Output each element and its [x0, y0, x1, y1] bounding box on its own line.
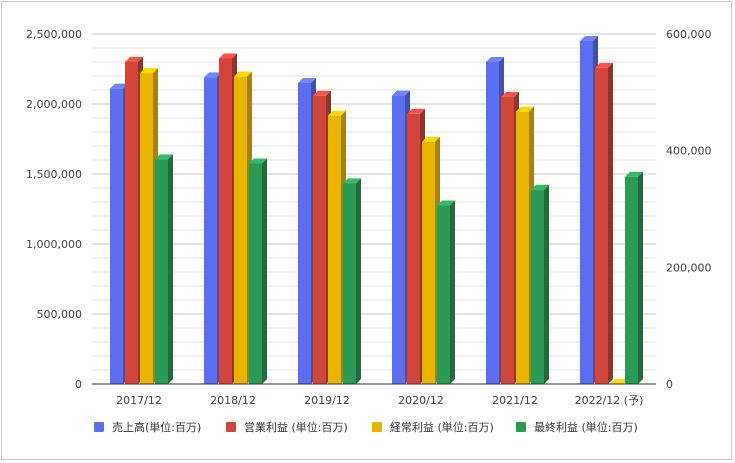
bar: [155, 159, 168, 384]
y-right-tick-label: 600,000: [666, 28, 712, 41]
legend-swatch: [516, 422, 526, 432]
bar-side: [608, 62, 613, 384]
bar-side: [638, 171, 643, 384]
bar-top: [204, 72, 222, 78]
bar-side: [356, 178, 361, 384]
bar-top: [516, 106, 534, 112]
legend-label: 営業利益 (単位:百万): [244, 420, 348, 434]
legend-swatch: [94, 422, 104, 432]
bar: [298, 83, 311, 384]
bar-top: [140, 68, 158, 74]
bar-side: [544, 184, 549, 384]
y-right-tick-label: 400,000: [666, 145, 712, 158]
bar: [531, 189, 544, 384]
x-tick-label: 2022/12 (予): [575, 394, 644, 407]
bar: [204, 77, 217, 385]
bar-top: [155, 154, 173, 160]
legend-label: 売上高(単位:百万): [112, 420, 201, 434]
bar-top: [595, 62, 613, 68]
bar: [234, 76, 247, 384]
bar-top: [328, 110, 346, 116]
bar-top: [580, 36, 598, 41]
bar: [407, 113, 420, 385]
bar-top: [437, 200, 455, 206]
bar: [422, 141, 435, 384]
legend-label: 最終利益 (単位:百万): [534, 420, 638, 434]
bar-top: [219, 53, 237, 59]
bar-top: [392, 90, 410, 96]
bar: [392, 95, 405, 384]
legend-swatch: [372, 422, 382, 432]
y-left-tick-label: 500,000: [37, 308, 83, 321]
y-left-tick-label: 2,000,000: [26, 98, 82, 111]
bar-top: [110, 83, 128, 89]
bar-top: [407, 108, 425, 114]
bar-top: [234, 71, 252, 77]
bar-top: [249, 158, 267, 164]
bar-top: [610, 379, 628, 384]
y-left-tick-label: 2,500,000: [26, 28, 82, 41]
x-tick-label: 2017/12: [116, 394, 162, 407]
bar-top: [531, 184, 549, 190]
bar: [625, 176, 638, 384]
bar: [501, 97, 514, 384]
bar-side: [168, 154, 173, 384]
x-tick-label: 2018/12: [210, 394, 256, 407]
y-left-tick-label: 1,500,000: [26, 168, 82, 181]
legend-swatch: [226, 422, 236, 432]
bar-top: [625, 171, 643, 177]
bar: [140, 73, 153, 384]
bar: [516, 111, 529, 384]
bar-side: [450, 200, 455, 384]
bar: [343, 183, 356, 384]
bar-top: [422, 136, 440, 142]
bar: [328, 115, 341, 385]
y-left-tick-label: 0: [75, 378, 82, 391]
bar-top: [313, 90, 331, 96]
legend-label: 経常利益 (単位:百万): [390, 420, 494, 434]
bar: [437, 205, 450, 384]
bar: [219, 58, 232, 384]
bar: [486, 62, 499, 384]
bar: [313, 95, 326, 384]
bar: [110, 88, 123, 384]
y-right-tick-label: 0: [666, 378, 673, 391]
bar-top: [343, 178, 361, 184]
x-tick-label: 2021/12: [492, 394, 538, 407]
bar: [125, 62, 138, 384]
bar-top: [298, 78, 316, 83]
bar-top: [501, 92, 519, 97]
y-left-tick-label: 1,000,000: [26, 238, 82, 251]
bar: [580, 41, 593, 384]
x-tick-label: 2019/12: [304, 394, 350, 407]
y-right-tick-label: 200,000: [666, 261, 712, 274]
bar: [249, 163, 262, 384]
bar-side: [262, 158, 267, 384]
bar: [595, 67, 608, 384]
bar-top: [486, 57, 504, 62]
bar-top: [125, 57, 143, 62]
x-tick-label: 2020/12: [398, 394, 444, 407]
